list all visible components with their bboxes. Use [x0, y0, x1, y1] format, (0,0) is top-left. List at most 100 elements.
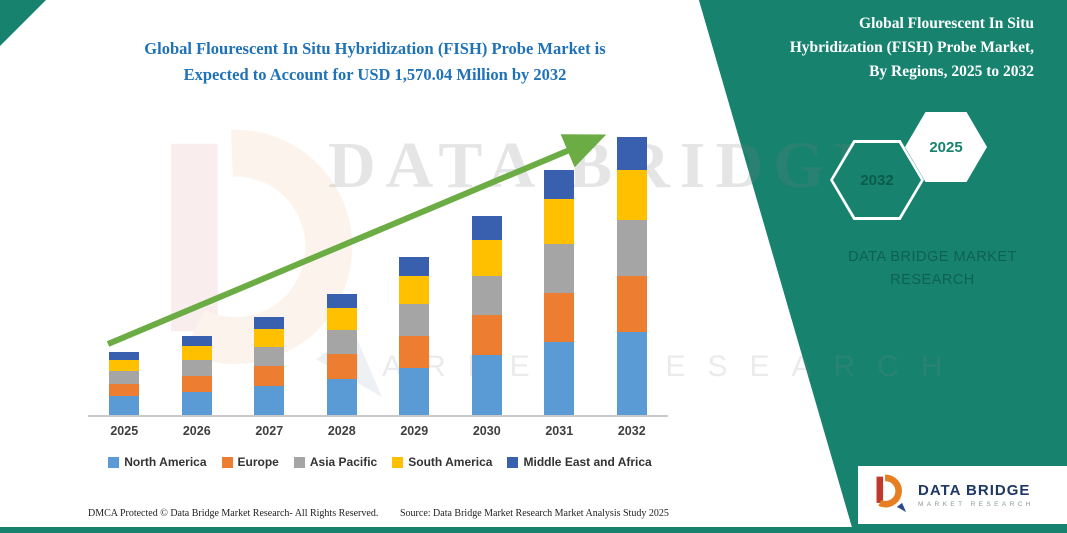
segment-south-america	[326, 308, 357, 331]
segment-asia-pacific	[109, 371, 140, 384]
chart-plot-area	[88, 118, 668, 417]
segment-middle-east-and-africa	[326, 293, 357, 309]
bars-area	[88, 118, 668, 415]
segment-asia-pacific	[471, 275, 502, 316]
legend: North America Europe Asia Pacific South Ame…	[70, 455, 690, 469]
segment-south-america	[181, 345, 212, 360]
legend-swatch	[507, 456, 519, 468]
segment-europe	[471, 315, 502, 356]
segment-middle-east-and-africa	[399, 256, 430, 276]
legend-item-north-america: North America	[108, 455, 207, 469]
segment-middle-east-and-africa	[181, 336, 212, 346]
segment-asia-pacific	[254, 346, 285, 367]
segment-asia-pacific	[326, 330, 357, 355]
bar-slot-2032	[596, 118, 669, 415]
legend-item-asia-pacific: Asia Pacific	[293, 455, 378, 469]
stacked-bar-2026	[181, 336, 212, 415]
legend-item-europe: Europe	[221, 455, 279, 469]
legend-label: Asia Pacific	[309, 455, 378, 469]
x-axis-label-2030: 2030	[472, 424, 501, 438]
segment-europe	[544, 292, 575, 342]
chart-headline-line2: Expected to Account for USD 1,570.04 Mil…	[183, 64, 567, 84]
stacked-bar-2028	[326, 293, 357, 415]
source-notice: Source: Data Bridge Market Research Mark…	[400, 508, 669, 519]
legend-label: Middle East and Africa	[523, 455, 652, 469]
segment-north-america	[616, 331, 647, 415]
segment-europe	[326, 354, 357, 379]
bar-slot-2031	[523, 118, 596, 415]
bar-slot-2029	[378, 118, 451, 415]
bar-slot-2026	[161, 118, 234, 415]
segment-middle-east-and-africa	[616, 137, 647, 171]
segment-asia-pacific	[399, 304, 430, 336]
x-axis-label-2029: 2029	[400, 424, 429, 438]
stacked-bar-2029	[399, 256, 430, 415]
segment-south-america	[544, 199, 575, 244]
logo-brand-text: DATA BRIDGE	[918, 482, 1031, 499]
side-panel-title: Global Flourescent In Situ Hybridization…	[705, 12, 1050, 84]
segment-europe	[399, 335, 430, 368]
bottom-accent-bar	[0, 527, 1067, 533]
stacked-bar-2032	[616, 137, 647, 415]
segment-north-america	[471, 355, 502, 415]
hexagon-2032: 2032	[830, 140, 924, 220]
x-axis-label-2027: 2027	[255, 424, 284, 438]
bar-slot-2027	[233, 118, 306, 415]
bar-slot-2030	[451, 118, 524, 415]
x-axis-label-2028: 2028	[327, 424, 356, 438]
bar-slot-2025	[88, 118, 161, 415]
logo-box: DATA BRIDGE MARKET RESEARCH	[858, 466, 1067, 524]
x-axis-label-2031: 2031	[545, 424, 574, 438]
segment-north-america	[399, 367, 430, 415]
x-axis-label-2025: 2025	[110, 424, 139, 438]
segment-north-america	[326, 378, 357, 415]
legend-label: Europe	[237, 455, 279, 469]
legend-swatch	[293, 456, 305, 468]
segment-europe	[254, 366, 285, 386]
chart-headline-line1: Global Flourescent In Situ Hybridization…	[144, 39, 606, 58]
stacked-bar-2031	[544, 170, 575, 415]
segment-asia-pacific	[616, 220, 647, 277]
side-panel-title-line3: By Regions, 2025 to 2032	[869, 63, 1034, 81]
legend-swatch	[392, 456, 404, 468]
segment-asia-pacific	[544, 243, 575, 293]
legend-swatch	[221, 456, 233, 468]
segment-north-america	[109, 396, 140, 415]
segment-middle-east-and-africa	[544, 170, 575, 200]
segment-asia-pacific	[181, 359, 212, 376]
legend-label: South America	[408, 455, 493, 469]
segment-europe	[181, 375, 212, 392]
side-panel-title-line1: Global Flourescent In Situ	[859, 15, 1034, 32]
data-bridge-logo-icon	[876, 474, 907, 513]
segment-south-america	[254, 329, 285, 347]
stacked-bar-2030	[471, 215, 502, 415]
legend-label: North America	[124, 455, 207, 469]
logo-sub-text: MARKET RESEARCH	[918, 501, 1034, 508]
x-axis-label-2026: 2026	[182, 424, 211, 438]
legend-item-south-america: South America	[392, 455, 492, 469]
segment-south-america	[109, 359, 140, 372]
hexagon-2032-label: 2032	[833, 143, 921, 217]
chart-headline: Global Flourescent In Situ Hybridization…	[80, 36, 670, 87]
side-panel-brand-text: DATA BRIDGE MARKET RESEARCH	[848, 249, 1017, 289]
segment-middle-east-and-africa	[109, 352, 140, 360]
segment-middle-east-and-africa	[254, 317, 285, 330]
x-labels: 2025 2026 2027 2028 2029 2030 2031 2032	[88, 424, 668, 438]
segment-north-america	[544, 341, 575, 415]
corner-triangle-decoration	[0, 0, 46, 46]
bar-slot-2028	[306, 118, 379, 415]
side-panel-title-line2: Hybridization (FISH) Probe Market,	[789, 39, 1034, 57]
x-axis-label-2032: 2032	[617, 424, 646, 438]
segment-south-america	[471, 239, 502, 276]
segment-europe	[616, 276, 647, 332]
hexagon-2025-label: 2025	[908, 115, 984, 179]
legend-swatch	[108, 456, 120, 468]
segment-north-america	[181, 391, 212, 415]
stacked-bar-2027	[254, 317, 285, 415]
segment-europe	[109, 383, 140, 397]
legend-item-middle-east-and-africa: Middle East and Africa	[507, 455, 652, 469]
segment-north-america	[254, 385, 285, 415]
segment-middle-east-and-africa	[471, 215, 502, 240]
dmca-notice: DMCA Protected © Data Bridge Market Rese…	[88, 508, 379, 519]
